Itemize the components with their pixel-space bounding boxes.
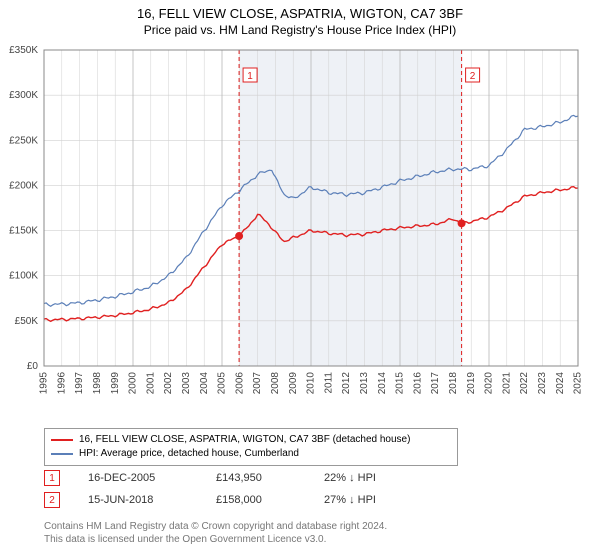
svg-text:2015: 2015	[395, 372, 406, 395]
sale-date: 16-DEC-2005	[88, 472, 188, 484]
svg-text:£200K: £200K	[9, 180, 38, 191]
title-subtitle: Price paid vs. HM Land Registry's House …	[0, 23, 600, 37]
svg-text:2004: 2004	[199, 372, 210, 395]
svg-text:2001: 2001	[145, 372, 156, 395]
svg-text:2007: 2007	[252, 372, 263, 395]
svg-text:1: 1	[247, 71, 253, 82]
svg-text:1995: 1995	[39, 372, 50, 395]
sale-badge: 2	[44, 492, 60, 508]
svg-text:2020: 2020	[484, 372, 495, 395]
svg-text:2021: 2021	[501, 372, 512, 395]
sale-price: £158,000	[216, 494, 296, 506]
sale-delta: 22% ↓ HPI	[324, 472, 376, 484]
svg-text:2000: 2000	[128, 372, 139, 395]
svg-text:2017: 2017	[430, 372, 441, 395]
legend-label: 16, FELL VIEW CLOSE, ASPATRIA, WIGTON, C…	[79, 433, 410, 447]
svg-text:£150K: £150K	[9, 226, 38, 237]
svg-text:2012: 2012	[341, 372, 352, 395]
svg-text:2011: 2011	[323, 372, 334, 394]
svg-text:1998: 1998	[92, 372, 103, 395]
svg-text:2002: 2002	[163, 372, 174, 395]
title-address: 16, FELL VIEW CLOSE, ASPATRIA, WIGTON, C…	[0, 6, 600, 21]
svg-text:2006: 2006	[234, 372, 245, 395]
svg-text:2016: 2016	[412, 372, 423, 395]
sales-block: 1 16-DEC-2005 £143,950 22% ↓ HPI 2 15-JUN-201…	[44, 470, 376, 514]
svg-text:2019: 2019	[466, 372, 477, 395]
svg-text:2003: 2003	[181, 372, 192, 395]
sale-row: 1 16-DEC-2005 £143,950 22% ↓ HPI	[44, 470, 376, 486]
attribution-line1: Contains HM Land Registry data © Crown c…	[44, 520, 387, 533]
svg-text:£350K: £350K	[9, 45, 38, 56]
svg-text:2005: 2005	[217, 372, 228, 395]
svg-text:£100K: £100K	[9, 271, 38, 282]
legend-label: HPI: Average price, detached house, Cumb…	[79, 447, 299, 461]
sale-row: 2 15-JUN-2018 £158,000 27% ↓ HPI	[44, 492, 376, 508]
svg-text:2023: 2023	[537, 372, 548, 395]
svg-text:2018: 2018	[448, 372, 459, 395]
svg-text:2014: 2014	[377, 372, 388, 395]
chart-container: 16, FELL VIEW CLOSE, ASPATRIA, WIGTON, C…	[0, 0, 600, 560]
svg-text:£300K: £300K	[9, 90, 38, 101]
title-block: 16, FELL VIEW CLOSE, ASPATRIA, WIGTON, C…	[0, 0, 600, 37]
svg-text:2008: 2008	[270, 372, 281, 395]
svg-text:2009: 2009	[288, 372, 299, 395]
svg-text:£50K: £50K	[15, 316, 39, 327]
svg-text:2025: 2025	[573, 372, 584, 395]
svg-text:1997: 1997	[74, 372, 85, 395]
svg-text:£0: £0	[27, 361, 39, 372]
legend-item: 16, FELL VIEW CLOSE, ASPATRIA, WIGTON, C…	[51, 433, 451, 447]
legend-item: HPI: Average price, detached house, Cumb…	[51, 447, 451, 461]
svg-text:2010: 2010	[306, 372, 317, 395]
legend-swatch	[51, 439, 73, 441]
legend-swatch	[51, 453, 73, 455]
attribution: Contains HM Land Registry data © Crown c…	[44, 520, 387, 546]
svg-text:1999: 1999	[110, 372, 121, 395]
svg-text:2: 2	[470, 71, 476, 82]
svg-text:2024: 2024	[555, 372, 566, 395]
svg-text:1996: 1996	[56, 372, 67, 395]
sale-date: 15-JUN-2018	[88, 494, 188, 506]
chart-area: 1995199619971998199920002001200220032004…	[44, 46, 584, 396]
sale-price: £143,950	[216, 472, 296, 484]
sale-delta: 27% ↓ HPI	[324, 494, 376, 506]
svg-text:£250K: £250K	[9, 135, 38, 146]
svg-text:2022: 2022	[519, 372, 530, 395]
legend-box: 16, FELL VIEW CLOSE, ASPATRIA, WIGTON, C…	[44, 428, 458, 466]
sale-badge: 1	[44, 470, 60, 486]
svg-text:2013: 2013	[359, 372, 370, 395]
attribution-line2: This data is licensed under the Open Gov…	[44, 533, 387, 546]
chart-svg: 1995199619971998199920002001200220032004…	[44, 46, 584, 396]
